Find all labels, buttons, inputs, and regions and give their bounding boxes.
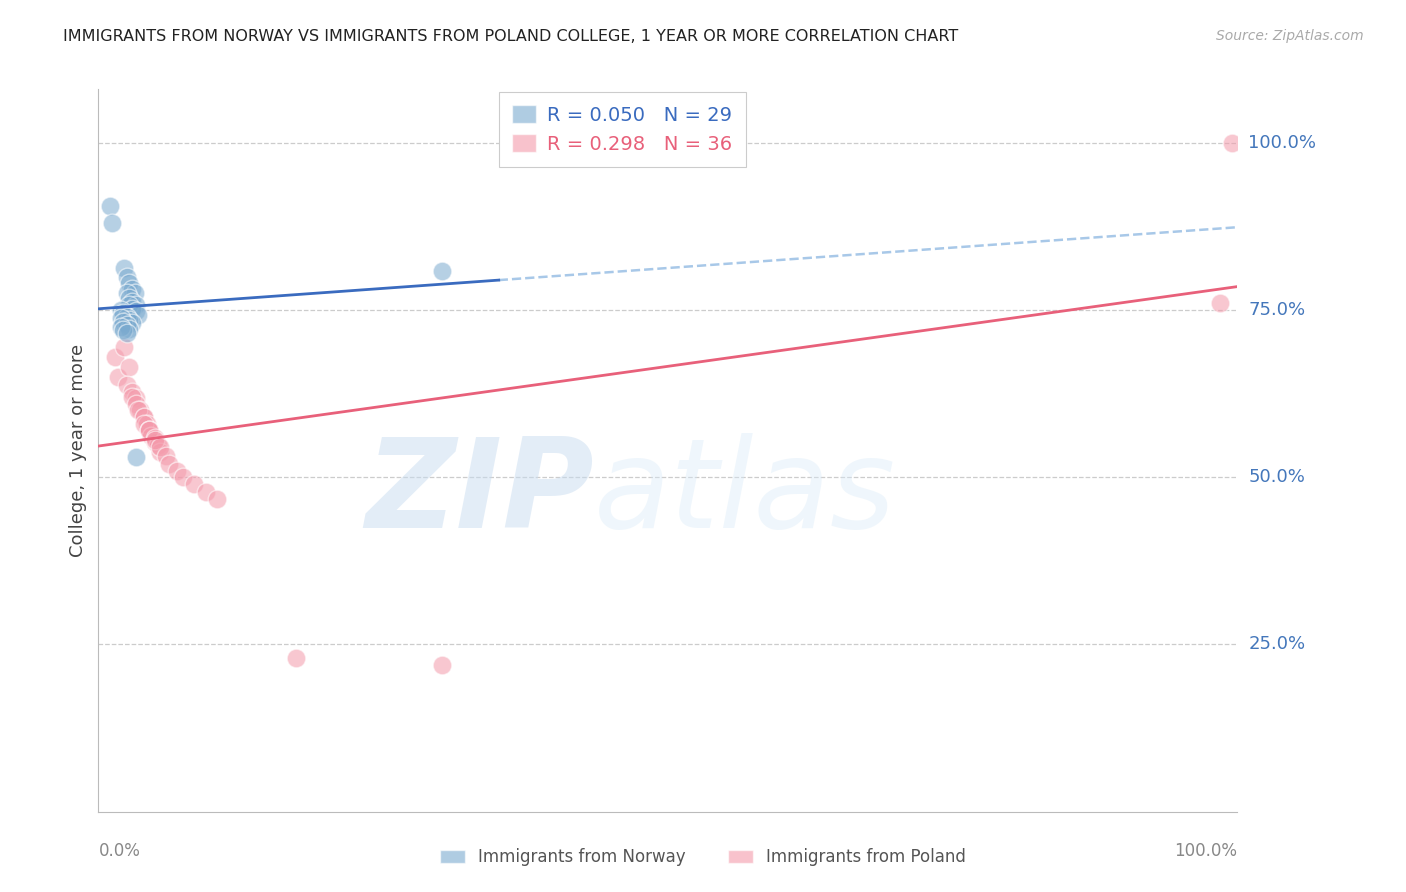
Point [141, 429, 163, 443]
Point [118, 313, 141, 327]
Text: 100.0%: 100.0% [1249, 134, 1316, 152]
Point [129, 403, 152, 417]
Point [138, 424, 160, 438]
Point [121, 390, 143, 404]
Point [115, 310, 138, 324]
Point [110, 311, 132, 326]
Point [149, 440, 172, 454]
Point [115, 318, 138, 332]
Point [1209, 296, 1232, 310]
Point [101, 216, 124, 230]
Text: atlas: atlas [593, 434, 896, 554]
Point [118, 277, 141, 291]
Legend: R = 0.050   N = 29, R = 0.298   N = 36: R = 0.050 N = 29, R = 0.298 N = 36 [499, 92, 747, 168]
Point [115, 286, 138, 301]
Point [183, 476, 205, 491]
Point [112, 315, 135, 329]
Point [132, 410, 155, 425]
Point [112, 323, 135, 337]
Y-axis label: College, 1 year or more: College, 1 year or more [69, 344, 87, 557]
Point [127, 309, 149, 323]
Point [205, 491, 228, 506]
Point [155, 449, 177, 463]
Point [432, 264, 454, 278]
Point [124, 286, 146, 301]
Point [127, 403, 149, 417]
Point [132, 417, 155, 431]
Point [112, 306, 135, 320]
Point [148, 438, 170, 452]
Point [115, 378, 138, 392]
Point [284, 651, 307, 665]
Point [107, 369, 129, 384]
Point [98, 199, 121, 213]
Point [138, 424, 160, 438]
Point [143, 435, 166, 450]
Point [112, 261, 135, 276]
Point [115, 269, 138, 284]
Point [194, 485, 217, 500]
Point [118, 359, 141, 374]
Point [1220, 136, 1243, 150]
Point [115, 326, 138, 341]
Point [143, 432, 166, 446]
Legend: Immigrants from Norway, Immigrants from Poland: Immigrants from Norway, Immigrants from … [433, 842, 973, 873]
Text: 75.0%: 75.0% [1249, 301, 1306, 319]
Point [166, 464, 188, 478]
Text: Source: ZipAtlas.com: Source: ZipAtlas.com [1216, 29, 1364, 43]
Point [118, 322, 141, 336]
Point [138, 424, 160, 438]
Point [124, 297, 146, 311]
Point [124, 304, 146, 318]
Point [110, 319, 132, 334]
Point [124, 450, 146, 465]
Point [135, 417, 157, 431]
Point [124, 391, 146, 405]
Point [432, 657, 454, 672]
Point [172, 470, 194, 484]
Point [121, 294, 143, 310]
Point [149, 445, 172, 458]
Text: IMMIGRANTS FROM NORWAY VS IMMIGRANTS FROM POLAND COLLEGE, 1 YEAR OR MORE CORRELA: IMMIGRANTS FROM NORWAY VS IMMIGRANTS FRO… [63, 29, 959, 44]
Point [118, 297, 141, 311]
Point [110, 303, 132, 318]
Point [121, 301, 143, 316]
Point [132, 410, 155, 425]
Text: ZIP: ZIP [366, 434, 593, 554]
Point [124, 396, 146, 410]
Point [121, 282, 143, 296]
Point [104, 350, 127, 364]
Text: 25.0%: 25.0% [1249, 635, 1306, 654]
Point [121, 317, 143, 331]
Text: 100.0%: 100.0% [1174, 842, 1237, 860]
Point [118, 291, 141, 305]
Point [121, 384, 143, 399]
Point [143, 434, 166, 448]
Point [112, 340, 135, 354]
Text: 0.0%: 0.0% [98, 842, 141, 860]
Point [159, 457, 181, 471]
Text: 50.0%: 50.0% [1249, 468, 1305, 486]
